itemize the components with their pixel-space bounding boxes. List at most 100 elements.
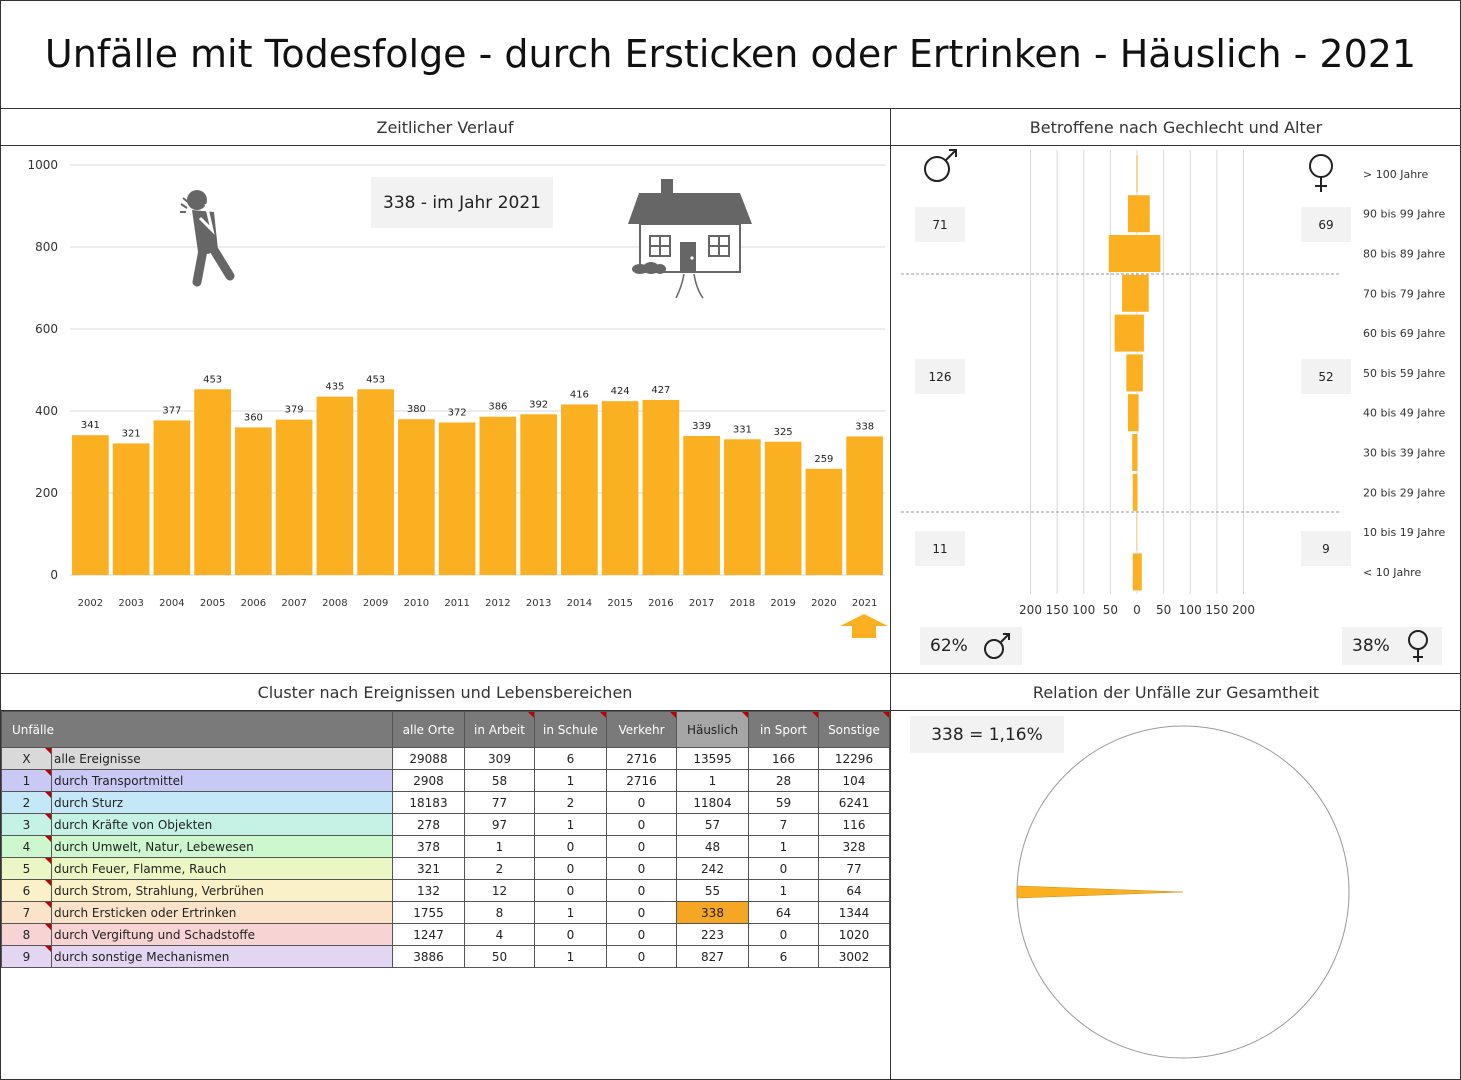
row-id[interactable]: 9 [1, 945, 52, 968]
table-cell: 50 [464, 945, 535, 968]
y-tick-label: 200 [35, 486, 58, 500]
female-total-20-79: 52 [1301, 359, 1351, 394]
row-id[interactable]: 5 [1, 857, 52, 880]
bar-female [1137, 195, 1150, 233]
data-label: 325 [774, 427, 793, 438]
data-label: 341 [81, 420, 100, 431]
table-cell: 1 [676, 769, 749, 792]
female-total-under20: 9 [1301, 531, 1351, 566]
section-title-cluster: Cluster nach Ereignissen und Lebensberei… [257, 682, 633, 702]
table-cell: 4 [464, 923, 535, 946]
x-tick-label: 2015 [607, 598, 632, 609]
table-cell: 2716 [606, 747, 677, 770]
data-label: 392 [529, 399, 548, 410]
table-cell: 1 [748, 835, 819, 858]
row-id[interactable]: 8 [1, 923, 52, 946]
table-cell: 0 [606, 835, 677, 858]
age-group-label: < 10 Jahre [1363, 566, 1421, 579]
table-cell: 58 [464, 769, 535, 792]
table-cell: 0 [606, 857, 677, 880]
female-symbol-icon [1407, 630, 1428, 662]
table-cell: 55 [676, 879, 749, 902]
table-cell: 13595 [676, 747, 749, 770]
row-id[interactable]: 1 [1, 769, 52, 792]
table-cell: 48 [676, 835, 749, 858]
table-cell: 12 [464, 879, 535, 902]
table-cell: 827 [676, 945, 749, 968]
bar [153, 420, 191, 575]
x-tick-label: 150 [1205, 603, 1228, 617]
row-id[interactable]: 3 [1, 813, 52, 836]
table-cell: 12296 [818, 747, 890, 770]
bar-male [1127, 195, 1137, 233]
x-tick-label: 2009 [363, 598, 388, 609]
table-cell: 11804 [676, 791, 749, 814]
x-tick-label: 2007 [281, 598, 306, 609]
house-icon [628, 179, 752, 299]
data-label: 360 [244, 412, 263, 423]
x-tick-label: 2014 [567, 598, 592, 609]
header-verkehr[interactable]: Verkehr [606, 711, 677, 748]
x-tick-label: 150 [1046, 603, 1069, 617]
table-header-row: Unfälle alle Orte in Arbeit in Schule Ve… [1, 711, 890, 748]
bar [764, 441, 802, 575]
table-row: 6 durch Strom, Strahlung, Verbrühen 132 12 0… [1, 879, 890, 902]
table-cell: 1 [534, 769, 607, 792]
bar-male [1132, 473, 1137, 511]
bar [112, 443, 150, 575]
divider-bottom-headers [0, 710, 1461, 711]
row-label: durch sonstige Mechanismen [51, 945, 393, 968]
age-group-label: 80 bis 89 Jahre [1363, 248, 1445, 261]
bar-female [1137, 553, 1142, 591]
header-haeuslich[interactable]: Häuslich [676, 711, 749, 748]
row-id[interactable]: 7 [1, 901, 52, 924]
data-label: 338 [855, 421, 874, 432]
table-row: 3 durch Kräfte von Objekten 278 97 1 0 57 7 116 [1, 813, 890, 836]
row-id[interactable]: 2 [1, 791, 52, 814]
table-cell: 328 [818, 835, 890, 858]
bar-female [1137, 155, 1138, 193]
table-cell: 1 [534, 901, 607, 924]
header-in-sport[interactable]: in Sport [748, 711, 819, 748]
header-in-arbeit[interactable]: in Arbeit [464, 711, 535, 748]
row-id[interactable]: 4 [1, 835, 52, 858]
bar [398, 419, 435, 575]
data-label: 377 [162, 405, 181, 416]
x-tick-label: 100 [1072, 603, 1095, 617]
male-share-box: 62% [920, 627, 1022, 665]
table-cell: 1755 [392, 901, 465, 924]
age-group-label: 50 bis 59 Jahre [1363, 367, 1445, 380]
table-cell: 77 [818, 857, 890, 880]
x-tick-label: 200 [1019, 603, 1042, 617]
header-sonstige[interactable]: Sonstige [818, 711, 890, 748]
x-tick-label: 2018 [730, 598, 755, 609]
table-cell: 1 [534, 945, 607, 968]
bar [805, 468, 843, 575]
table-cell: 104 [818, 769, 890, 792]
bar-female [1137, 314, 1144, 352]
table-cell: 77 [464, 791, 535, 814]
bar-male [1132, 553, 1137, 591]
header-alle-orte: alle Orte [392, 711, 465, 748]
bar [846, 436, 883, 575]
x-tick-label: 50 [1156, 603, 1171, 617]
x-tick-label: 2021 [852, 598, 877, 609]
x-tick-label: 2011 [444, 598, 469, 609]
bar-male [1136, 155, 1137, 193]
x-tick-label: 2019 [770, 598, 795, 609]
table-cell: 0 [748, 857, 819, 880]
row-label: alle Ereignisse [51, 747, 393, 770]
data-label: 372 [448, 407, 467, 418]
x-tick-label: 200 [1232, 603, 1255, 617]
header-in-schule[interactable]: in Schule [534, 711, 607, 748]
row-id[interactable]: X [1, 747, 52, 770]
timeline-kpi: 338 - im Jahr 2021 [371, 177, 553, 228]
table-cell: 0 [534, 879, 607, 902]
bar-male [1127, 394, 1137, 432]
y-tick-label: 1000 [27, 158, 58, 172]
table-cell: 242 [676, 857, 749, 880]
data-label: 321 [122, 428, 141, 439]
data-label: 380 [407, 404, 426, 415]
row-id[interactable]: 6 [1, 879, 52, 902]
